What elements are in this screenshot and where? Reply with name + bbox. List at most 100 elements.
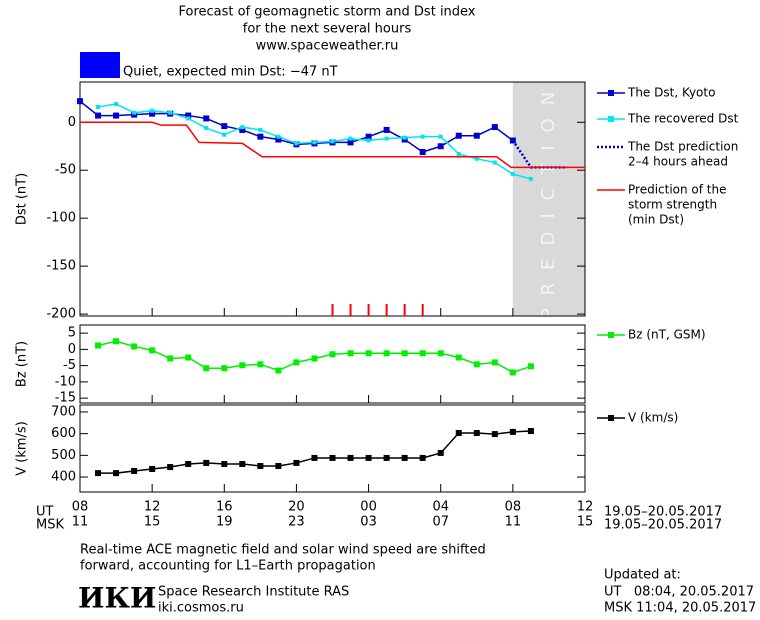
data-point <box>491 431 498 438</box>
data-point <box>95 112 102 119</box>
data-point <box>420 134 425 139</box>
data-point <box>473 429 480 436</box>
data-point <box>222 132 227 137</box>
data-point <box>383 126 390 133</box>
logo: ИКИ <box>78 582 156 615</box>
legend-label: (min Dst) <box>628 213 684 227</box>
y-tick-label: -200 <box>46 307 76 322</box>
data-point <box>150 108 155 113</box>
x-tick-label: 15 <box>144 515 161 530</box>
data-point <box>419 149 426 156</box>
updated-line: MSK 11:04, 20.05.2017 <box>604 601 756 616</box>
data-point <box>437 449 444 456</box>
data-point <box>473 361 480 368</box>
data-point <box>509 428 516 435</box>
data-point <box>185 354 192 361</box>
title-line: www.spaceweather.ru <box>256 39 399 54</box>
data-point <box>437 350 444 357</box>
note-line: Real-time ACE magnetic field and solar w… <box>80 543 486 558</box>
series-line <box>98 430 531 474</box>
data-point <box>258 127 263 132</box>
data-point <box>168 110 173 115</box>
x-tick-label: 08 <box>505 500 522 515</box>
prediction-region <box>512 82 585 316</box>
legend-swatch <box>608 90 614 96</box>
data-point <box>401 350 408 357</box>
data-point <box>113 338 120 345</box>
data-point <box>347 350 354 357</box>
data-point <box>131 467 138 474</box>
data-point <box>509 369 516 376</box>
data-point <box>401 454 408 461</box>
data-point <box>149 347 156 354</box>
data-point <box>329 351 336 358</box>
updated-line: UT 08:04, 20.05.2017 <box>604 585 754 600</box>
data-point <box>275 136 282 143</box>
y-tick-label: 5 <box>68 326 76 341</box>
data-point <box>167 355 174 362</box>
data-point <box>329 454 336 461</box>
x-tick-label: 11 <box>72 515 89 530</box>
data-point <box>293 459 300 466</box>
data-point <box>437 143 444 150</box>
data-point <box>239 461 246 468</box>
x-tick-label: 00 <box>360 500 377 515</box>
data-point <box>96 104 101 109</box>
data-point <box>510 172 515 177</box>
y-tick-label: -150 <box>46 259 76 274</box>
data-point <box>95 342 102 349</box>
data-point <box>419 350 426 357</box>
data-point <box>455 429 462 436</box>
data-point <box>473 132 480 139</box>
data-point <box>455 132 462 139</box>
data-point <box>114 102 119 107</box>
note-line: forward, accounting for L1–Earth propaga… <box>80 559 376 574</box>
y-tick-label: -15 <box>55 391 76 406</box>
data-point <box>257 462 264 469</box>
y-tick-label: -10 <box>55 374 76 389</box>
legend-label: V (km/s) <box>628 411 678 425</box>
y-tick-label: 0 <box>68 115 76 130</box>
legend-label: storm strength <box>628 198 717 212</box>
x-tick-label: 07 <box>432 515 449 530</box>
y-tick-label: -50 <box>55 163 76 178</box>
url: iki.cosmos.ru <box>158 601 244 616</box>
x-tick-label: 11 <box>505 515 522 530</box>
x-tick-label: 23 <box>288 515 305 530</box>
data-point <box>239 362 246 369</box>
data-point <box>257 133 264 140</box>
data-point <box>383 454 390 461</box>
data-point <box>365 350 372 357</box>
x-tick-label: 04 <box>432 500 449 515</box>
x-tick-label: 19 <box>216 515 233 530</box>
legend-label: The Dst prediction <box>627 140 738 154</box>
data-point <box>293 359 300 366</box>
y-axis-label: Dst (nT) <box>15 173 30 225</box>
status-label: Quiet, expected min Dst: −47 nT <box>123 65 338 80</box>
ut-label: UT <box>36 505 54 520</box>
data-point <box>455 354 462 361</box>
data-point <box>347 139 354 146</box>
msk-label: MSK <box>36 518 64 533</box>
x-tick-label: 16 <box>216 500 233 515</box>
data-point <box>203 459 210 466</box>
data-point <box>491 124 498 131</box>
data-point <box>330 139 335 144</box>
data-point <box>491 359 498 366</box>
data-point <box>365 454 372 461</box>
x-tick-label: 20 <box>288 500 305 515</box>
data-point <box>312 140 317 145</box>
data-point <box>383 350 390 357</box>
legend-swatch <box>608 116 614 122</box>
institute: Space Research Institute RAS <box>158 585 349 600</box>
y-tick-label: 600 <box>51 426 76 441</box>
legend-swatch <box>608 415 614 421</box>
data-point <box>402 135 407 140</box>
data-point <box>113 470 120 477</box>
data-point <box>366 138 371 143</box>
data-point <box>438 134 443 139</box>
data-point <box>456 151 461 156</box>
y-tick-label: 700 <box>51 404 76 419</box>
x-tick-label: 03 <box>360 515 377 530</box>
legend-label: The Dst, Kyoto <box>627 86 715 100</box>
